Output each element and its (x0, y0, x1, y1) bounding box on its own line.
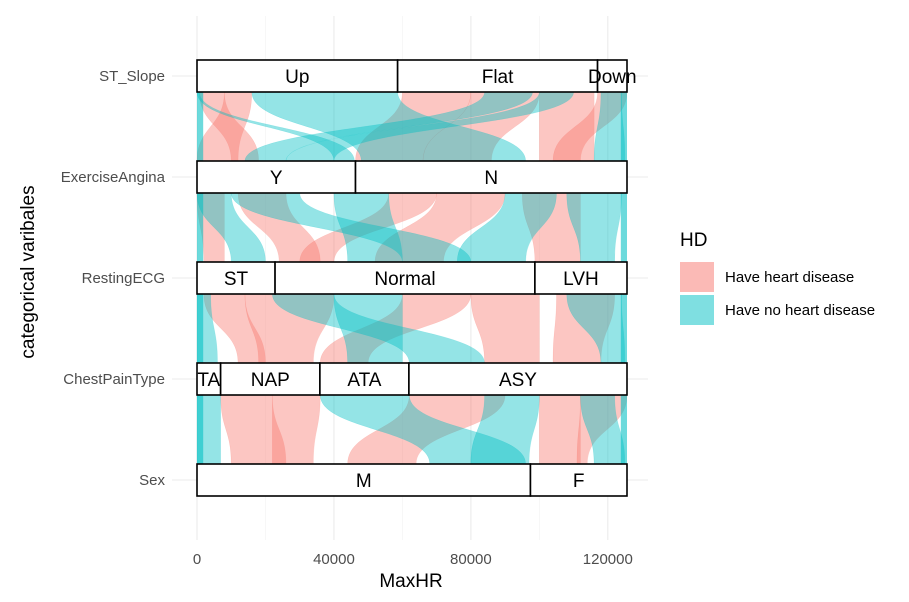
stratum-box-st_slope-down (596, 59, 628, 93)
x-axis-tick-labels: 0 40000 80000 120000 (193, 551, 633, 568)
flow-edge-strand (197, 294, 204, 363)
stratum-label: M (356, 471, 372, 492)
legend-label-have-no-heart-disease: Have no heart disease (725, 302, 875, 319)
y-tick-label: ExerciseAngina (61, 169, 166, 186)
stratum-label: TA (197, 370, 220, 391)
stratum-box-exerciseangina-n (354, 160, 628, 194)
legend-key-have-heart-disease (680, 262, 714, 292)
legend-title: HD (680, 230, 707, 251)
stratum-label: Up (285, 67, 309, 88)
stratum-label: LVH (563, 269, 599, 290)
stratum-label: Down (588, 67, 637, 88)
flow-edge-strand (620, 193, 627, 262)
y-tick-label: Sex (139, 472, 165, 489)
stratum-label: ATA (347, 370, 381, 391)
stratum-box-st_slope-flat (396, 59, 599, 93)
flow-edge-strand (620, 395, 627, 464)
x-tick-label: 80000 (450, 551, 492, 568)
stratum-label: ST (224, 269, 249, 290)
flow-edge-strand (197, 92, 204, 161)
stratum-box-sex-f (529, 463, 628, 497)
y-axis-tick-labels: ST_Slope ExerciseAngina RestingECG ChestPai… (61, 68, 166, 489)
stratum-label: ASY (499, 370, 537, 391)
flow-band-heart-disease (470, 293, 540, 364)
flow-edge-strand (197, 395, 204, 464)
flow-edge-strand (620, 193, 627, 262)
stratum-label: NAP (251, 370, 290, 391)
stratum-box-restingecg-normal (274, 261, 536, 295)
x-tick-label: 0 (193, 551, 201, 568)
flow-edge-strand (620, 294, 627, 363)
x-tick-label: 40000 (313, 551, 355, 568)
flow-edge-strand (620, 92, 627, 161)
flow-edge-strand (197, 294, 204, 363)
stratum-box-chestpaintype-ata (319, 362, 410, 396)
stratum-box-chestpaintype-nap (219, 362, 321, 396)
flow-edge-strand (620, 92, 627, 161)
flow-edge-strand (197, 92, 204, 161)
legend-label-have-heart-disease: Have heart disease (725, 269, 854, 286)
flow-bands (196, 91, 628, 465)
stratum-box-restingecg-lvh (534, 261, 628, 295)
flow-band-heart-disease (272, 394, 321, 465)
y-axis-title: categorical varibales (18, 185, 39, 358)
stratum-box-chestpaintype-asy (408, 362, 628, 396)
flow-edge-strand (197, 395, 204, 464)
flow-band-heart-disease (539, 394, 581, 465)
y-tick-label: RestingECG (82, 270, 165, 287)
legend: HD Have heart disease Have no heart dise… (680, 230, 875, 325)
strata-boxes: Up Flat Down Y N ST Normal LVH TA NAP ATA ASY M F (196, 59, 637, 497)
stratum-label: Flat (482, 67, 514, 88)
stratum-box-sex-m (196, 463, 532, 497)
stratum-box-exerciseangina-y (196, 160, 357, 194)
flow-edge-strand (197, 193, 204, 262)
stratum-label: F (573, 471, 585, 492)
stratum-label: Y (270, 168, 283, 189)
stratum-box-st_slope-up (196, 59, 399, 93)
flow-edge-strand (620, 395, 627, 464)
stratum-label: N (484, 168, 498, 189)
stratum-label: Normal (374, 269, 435, 290)
legend-key-have-no-heart-disease (680, 295, 714, 325)
x-axis-title: MaxHR (379, 571, 442, 592)
y-tick-label: ST_Slope (99, 68, 165, 85)
x-tick-label: 120000 (583, 551, 633, 568)
y-tick-label: ChestPainType (63, 371, 165, 388)
flow-edge-strand (620, 294, 627, 363)
flow-edge-strand (197, 193, 204, 262)
